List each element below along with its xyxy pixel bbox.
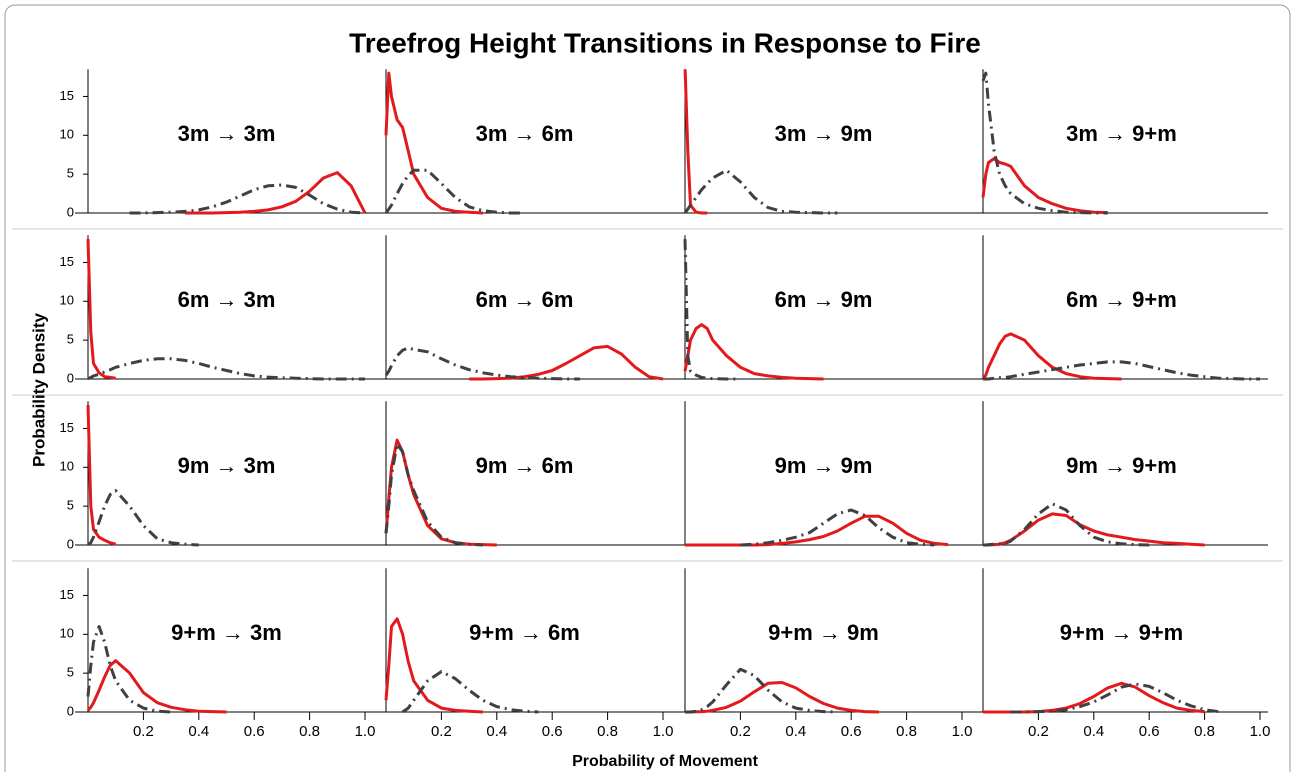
- y-tick-label: 5: [67, 332, 74, 347]
- panel-title: 6m → 9+m: [1066, 287, 1177, 312]
- x-tick-label: 0.2: [431, 723, 452, 740]
- x-tick-label: 0.2: [730, 723, 751, 740]
- panel-title: 3m → 9+m: [1066, 121, 1177, 146]
- x-tick-label: 0.6: [841, 723, 862, 740]
- panel-title: 9+m → 9+m: [1060, 620, 1184, 645]
- x-tick-label: 0.6: [244, 723, 265, 740]
- density-line: [86, 659, 227, 714]
- x-axis-label: Probability of Movement: [572, 753, 758, 770]
- x-tick-label: 1.0: [952, 723, 973, 740]
- y-tick-label: 0: [67, 703, 74, 718]
- density-line: [129, 183, 366, 215]
- density-line: [981, 71, 1108, 215]
- panel-title: 9m → 3m: [178, 453, 276, 478]
- panel-title: 9m → 9m: [775, 453, 873, 478]
- density-line: [683, 69, 708, 215]
- density-line: [740, 508, 935, 547]
- x-tick-label: 0.4: [188, 723, 209, 740]
- y-tick-label: 15: [60, 88, 74, 103]
- x-tick-label: 0.4: [785, 723, 806, 740]
- panel-title: 3m → 3m: [178, 121, 276, 146]
- frame: [4, 4, 1291, 772]
- density-line: [384, 442, 483, 547]
- x-tick-label: 0.8: [299, 723, 320, 740]
- y-axis-label: Probability Density: [29, 312, 48, 467]
- y-tick-label: 0: [67, 536, 74, 551]
- x-tick-label: 1.0: [355, 723, 376, 740]
- panel-title: 9+m → 9m: [768, 620, 879, 645]
- density-line: [983, 512, 1205, 547]
- y-tick-label: 10: [60, 293, 74, 308]
- y-tick-label: 5: [67, 166, 74, 181]
- x-tick-label: 0.2: [133, 723, 154, 740]
- density-line: [384, 617, 483, 714]
- density-line: [86, 625, 172, 714]
- density-line: [384, 168, 525, 215]
- density-line: [685, 681, 879, 714]
- x-tick-label: 0.4: [486, 723, 507, 740]
- y-tick-label: 10: [60, 459, 74, 474]
- density-line: [683, 239, 741, 381]
- density-line: [384, 71, 483, 215]
- y-tick-label: 15: [60, 587, 74, 602]
- density-line: [683, 323, 824, 381]
- density-line: [685, 514, 949, 547]
- density-line: [469, 344, 664, 381]
- y-tick-label: 15: [60, 254, 74, 269]
- density-line: [983, 681, 1205, 714]
- y-tick-label: 5: [67, 498, 74, 513]
- density-line: [983, 502, 1150, 547]
- panel-title: 9+m → 6m: [469, 620, 580, 645]
- density-line: [86, 405, 117, 546]
- y-tick-label: 10: [60, 127, 74, 142]
- panel-title: 9m → 9+m: [1066, 453, 1177, 478]
- panel-title: 6m → 3m: [178, 287, 276, 312]
- panel-title: 3m → 6m: [476, 121, 574, 146]
- panel-title: 9+m → 3m: [171, 620, 282, 645]
- x-tick-label: 1.0: [1250, 723, 1271, 740]
- y-tick-label: 15: [60, 420, 74, 435]
- x-tick-label: 0.6: [1139, 723, 1160, 740]
- x-tick-label: 0.8: [597, 723, 618, 740]
- density-line: [981, 157, 1108, 215]
- x-tick-label: 0.4: [1083, 723, 1104, 740]
- panel-title: 9m → 6m: [476, 453, 574, 478]
- chart-title: Treefrog Height Transitions in Response …: [349, 27, 981, 58]
- x-tick-label: 0.8: [1194, 723, 1215, 740]
- panel-title: 3m → 9m: [775, 121, 873, 146]
- density-line: [685, 667, 838, 714]
- panel-title: 6m → 6m: [476, 287, 574, 312]
- density-line: [384, 346, 580, 381]
- density-line: [401, 670, 539, 714]
- density-line: [983, 360, 1260, 381]
- y-tick-label: 10: [60, 626, 74, 641]
- density-line: [86, 239, 116, 380]
- density-line: [87, 489, 199, 547]
- x-tick-label: 0.8: [896, 723, 917, 740]
- panel-title: 6m → 9m: [775, 287, 873, 312]
- y-tick-label: 0: [67, 370, 74, 385]
- y-tick-label: 5: [67, 665, 74, 680]
- x-tick-label: 1.0: [653, 723, 674, 740]
- x-tick-label: 0.6: [542, 723, 563, 740]
- x-tick-label: 0.2: [1028, 723, 1049, 740]
- density-line: [981, 332, 1122, 381]
- y-tick-label: 0: [67, 204, 74, 219]
- density-line: [683, 168, 838, 215]
- density-line: [184, 171, 367, 215]
